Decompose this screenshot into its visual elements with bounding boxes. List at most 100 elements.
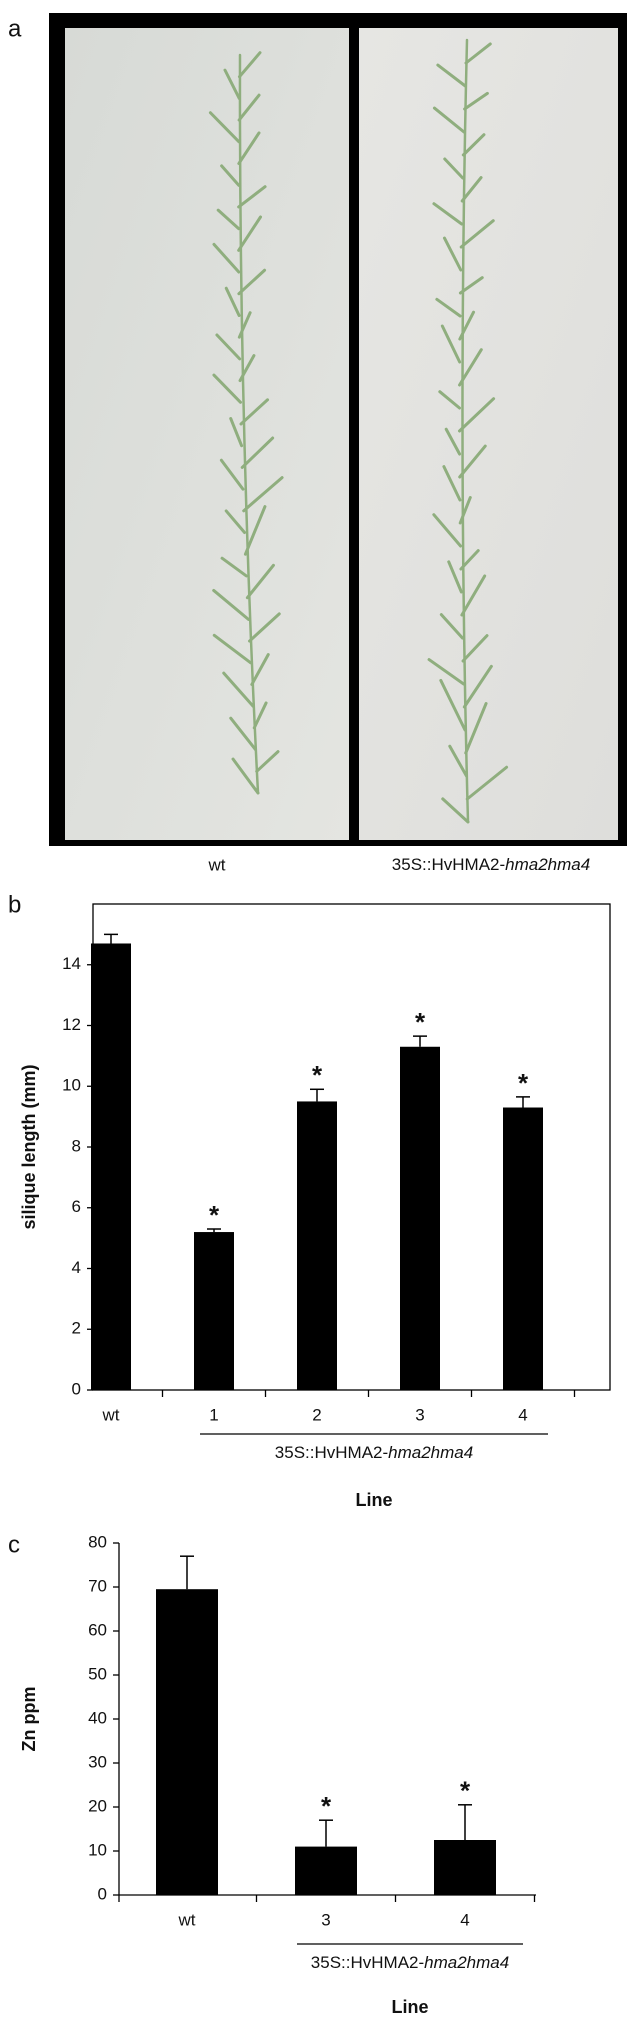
group-label-part: hma2hma4	[388, 1443, 473, 1462]
silique	[427, 658, 466, 686]
silique	[212, 588, 250, 621]
silique	[458, 397, 496, 433]
silique	[459, 219, 495, 249]
x-tick-label: 4	[518, 1405, 527, 1424]
bar	[194, 1232, 234, 1390]
silique	[237, 268, 267, 296]
silique	[237, 93, 261, 122]
silique	[463, 91, 489, 111]
silique	[212, 373, 242, 404]
silique	[215, 333, 242, 361]
silique	[461, 133, 486, 157]
silique	[460, 176, 483, 203]
group-label-part: 35S::HvHMA2-	[275, 1443, 388, 1462]
y-tick-label: 10	[88, 1840, 107, 1859]
group-label: 35S::HvHMA2-hma2hma4	[275, 1443, 473, 1462]
silique	[237, 51, 262, 79]
panel-label: a	[8, 15, 22, 42]
silique	[458, 496, 472, 525]
silique	[458, 310, 476, 341]
silique	[231, 757, 260, 795]
y-tick-label: 12	[62, 1015, 81, 1034]
silique	[237, 311, 252, 339]
y-tick-label: 60	[88, 1620, 107, 1639]
silique	[212, 633, 253, 665]
x-tick-label: wt	[178, 1910, 196, 1929]
bar	[91, 943, 131, 1390]
silique	[436, 63, 467, 88]
bar	[156, 1589, 218, 1895]
panel-label: b	[8, 891, 21, 918]
significance-marker: *	[460, 1776, 471, 1806]
silique	[222, 671, 255, 708]
silique	[442, 465, 462, 502]
y-axis-label: silique length (mm)	[19, 1064, 39, 1229]
silique	[441, 797, 470, 824]
group-label-part: 35S::HvHMA2-	[311, 1953, 424, 1972]
x-tick-label: 1	[209, 1405, 218, 1424]
silique	[238, 354, 256, 383]
photo-label: wt	[208, 855, 226, 874]
y-tick-label: 40	[88, 1708, 107, 1727]
panel-label: c	[8, 1531, 20, 1558]
silique	[237, 131, 261, 166]
silique	[443, 157, 465, 180]
y-tick-label: 2	[72, 1319, 81, 1338]
silique	[219, 458, 245, 491]
silique	[216, 208, 241, 231]
silique	[458, 276, 484, 295]
silique	[208, 111, 241, 144]
y-tick-label: 70	[88, 1576, 107, 1595]
bar	[297, 1101, 337, 1390]
x-axis-label: Line	[391, 1997, 428, 2017]
silique	[242, 476, 284, 513]
y-tick-label: 20	[88, 1796, 107, 1815]
silique	[245, 563, 275, 600]
y-tick-label: 10	[62, 1076, 81, 1095]
silique	[240, 436, 275, 469]
x-tick-label: 2	[312, 1405, 321, 1424]
silique	[448, 744, 468, 778]
silique	[442, 236, 463, 272]
y-tick-label: 0	[72, 1379, 81, 1398]
y-tick-label: 80	[88, 1532, 107, 1551]
bar	[400, 1046, 440, 1390]
bar	[434, 1840, 496, 1895]
silique	[440, 324, 462, 364]
group-label-part: hma2hma4	[424, 1953, 509, 1972]
silique	[223, 68, 241, 100]
silique	[439, 678, 467, 732]
significance-marker: *	[321, 1791, 332, 1821]
silique	[237, 185, 267, 209]
bar	[295, 1846, 357, 1895]
silique	[224, 286, 241, 317]
y-tick-label: 14	[62, 954, 81, 973]
silique	[229, 716, 257, 752]
x-tick-label: 3	[415, 1405, 424, 1424]
bar	[503, 1107, 543, 1390]
silique	[432, 106, 466, 134]
silique	[435, 297, 462, 318]
silique	[444, 427, 462, 456]
silique	[465, 765, 509, 801]
y-tick-label: 30	[88, 1752, 107, 1771]
silique	[462, 664, 493, 709]
silique	[432, 513, 463, 548]
y-tick-label: 8	[72, 1136, 81, 1155]
silique	[224, 509, 247, 535]
silique	[248, 612, 281, 643]
significance-marker: *	[518, 1068, 529, 1098]
y-tick-label: 0	[98, 1884, 107, 1903]
silique	[237, 215, 262, 252]
silique	[458, 444, 487, 479]
silique	[432, 202, 464, 226]
silique	[252, 701, 268, 730]
silique	[464, 42, 492, 65]
silique	[220, 164, 241, 187]
photo	[49, 13, 627, 846]
silique	[459, 549, 480, 571]
significance-marker: *	[209, 1200, 220, 1230]
silique	[229, 417, 244, 448]
group-label: 35S::HvHMA2-hma2hma4	[311, 1953, 509, 1972]
